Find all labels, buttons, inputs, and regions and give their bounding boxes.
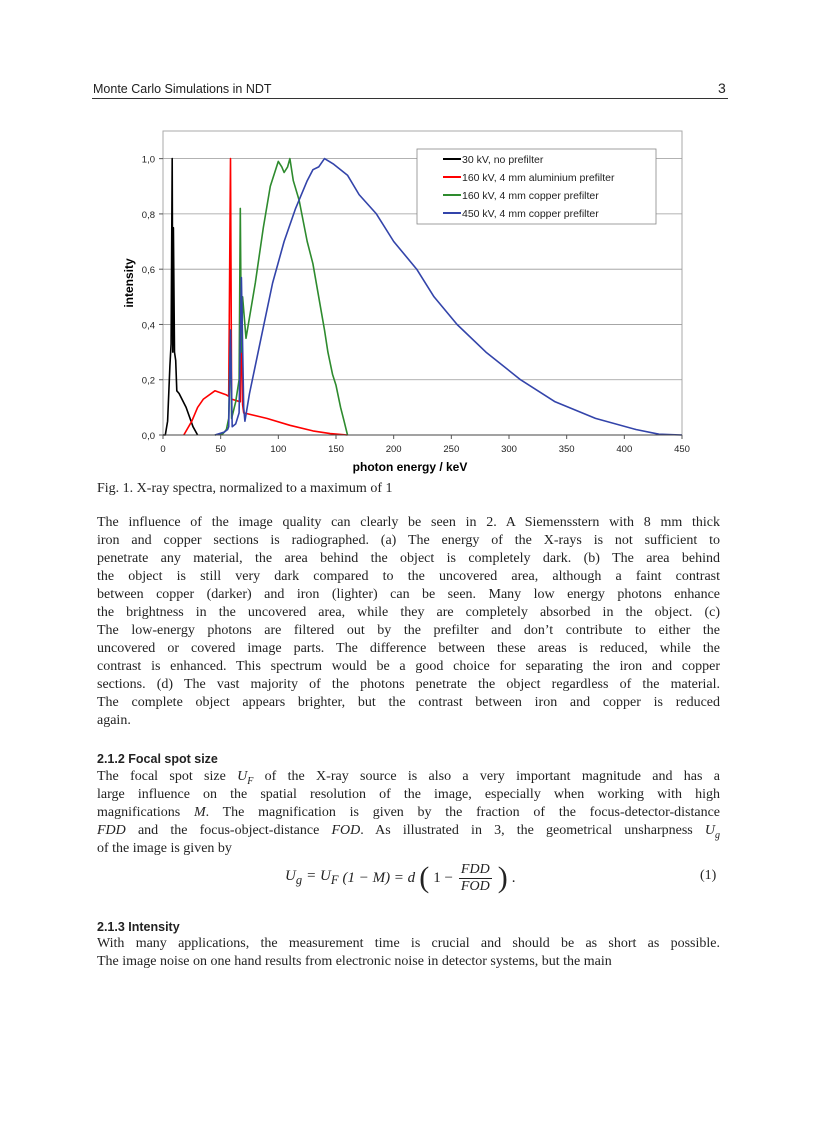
y-tick-label: 0,4 xyxy=(142,320,155,331)
page-number: 3 xyxy=(718,80,726,96)
text-line: uncovered or covered image parts. The di… xyxy=(97,641,720,656)
legend-label: 160 kV, 4 mm copper prefilter xyxy=(462,190,599,202)
paragraph-image-quality: The influence of the image quality can c… xyxy=(97,514,720,730)
text-line: The influence of the image quality can c… xyxy=(97,515,720,530)
x-tick-label: 450 xyxy=(674,444,690,455)
series-line-0 xyxy=(163,157,199,436)
x-tick-label: 250 xyxy=(443,444,459,455)
x-tick-label: 0 xyxy=(160,444,165,455)
y-axis-label: intensity xyxy=(122,258,136,308)
y-tick-label: 0,6 xyxy=(142,265,155,276)
y-tick-label: 0,2 xyxy=(142,376,155,387)
text-line: The complete object appears brighter, bu… xyxy=(97,695,720,710)
x-tick-label: 50 xyxy=(215,444,226,455)
legend-label: 30 kV, no prefilter xyxy=(462,154,544,166)
text-line: between copper (darker) and iron (lighte… xyxy=(97,587,720,602)
equation-unsharpness: Ug = UF (1 − M) = d (1 − FDD FOD ). xyxy=(285,861,516,894)
xray-spectra-chart: 0,0 0,2 0,4 0,6 0,8 1,0 0 50 100 150 200 250 300 350 4… xyxy=(122,130,690,474)
paragraph-focal-spot: The focal spot size UF of the X-ray sour… xyxy=(97,768,720,858)
text-line: The low-energy photons are filtered out … xyxy=(97,623,720,638)
y-tick-label: 1,0 xyxy=(142,155,155,166)
series-line-3 xyxy=(214,157,683,436)
running-title: Monte Carlo Simulations in NDT xyxy=(93,82,272,96)
legend: 30 kV, no prefilter 160 kV, 4 mm aluminiu… xyxy=(416,148,657,225)
text-line: large influence on the spatial resolutio… xyxy=(97,787,720,802)
text-line: of the image is given by xyxy=(97,841,232,856)
x-tick-label: 200 xyxy=(386,444,402,455)
text-line: sections. (d) The vast majority of the p… xyxy=(97,677,720,692)
text-line: FDD and the focus-object-distance FOD. A… xyxy=(97,823,721,841)
equation-number: (1) xyxy=(700,868,717,883)
x-tick-label: 400 xyxy=(616,444,632,455)
text-line: penetrate any material, the area behind … xyxy=(97,551,720,566)
legend-label: 160 kV, 4 mm aluminium prefilter xyxy=(462,172,615,184)
text-line: the brightness in the uncovered area, wh… xyxy=(97,605,720,620)
y-tick-label: 0,8 xyxy=(142,210,155,221)
text-line: iron and copper sections is radiographed… xyxy=(97,533,720,548)
section-heading-intensity: 2.1.3 Intensity xyxy=(97,920,180,934)
text-line: contrast is enhanced. This spectrum woul… xyxy=(97,659,720,674)
text-line: magnifications M. The magnification is g… xyxy=(97,805,720,820)
x-tick-label: 100 xyxy=(270,444,286,455)
text-line: With many applications, the measurement … xyxy=(97,936,720,951)
paragraph-intensity: With many applications, the measurement … xyxy=(97,935,720,971)
text-line: again. xyxy=(97,713,131,728)
figure-caption: Fig. 1. X-ray spectra, normalized to a m… xyxy=(97,481,393,496)
legend-box xyxy=(416,148,657,225)
x-tick-label: 300 xyxy=(501,444,517,455)
text-line: the object is still very dark compared t… xyxy=(97,569,720,584)
x-tick-label: 150 xyxy=(328,444,344,455)
legend-label: 450 kV, 4 mm copper prefilter xyxy=(462,208,599,220)
y-tick-label: 0,0 xyxy=(142,431,155,442)
text-line: The focal spot size UF of the X-ray sour… xyxy=(97,769,720,787)
section-heading-focal-spot: 2.1.2 Focal spot size xyxy=(97,752,218,766)
x-axis-label: photon energy / keV xyxy=(353,460,468,474)
text-line: The image noise on one hand results from… xyxy=(97,954,612,969)
x-tick-label: 350 xyxy=(559,444,575,455)
header-rule xyxy=(92,98,728,99)
